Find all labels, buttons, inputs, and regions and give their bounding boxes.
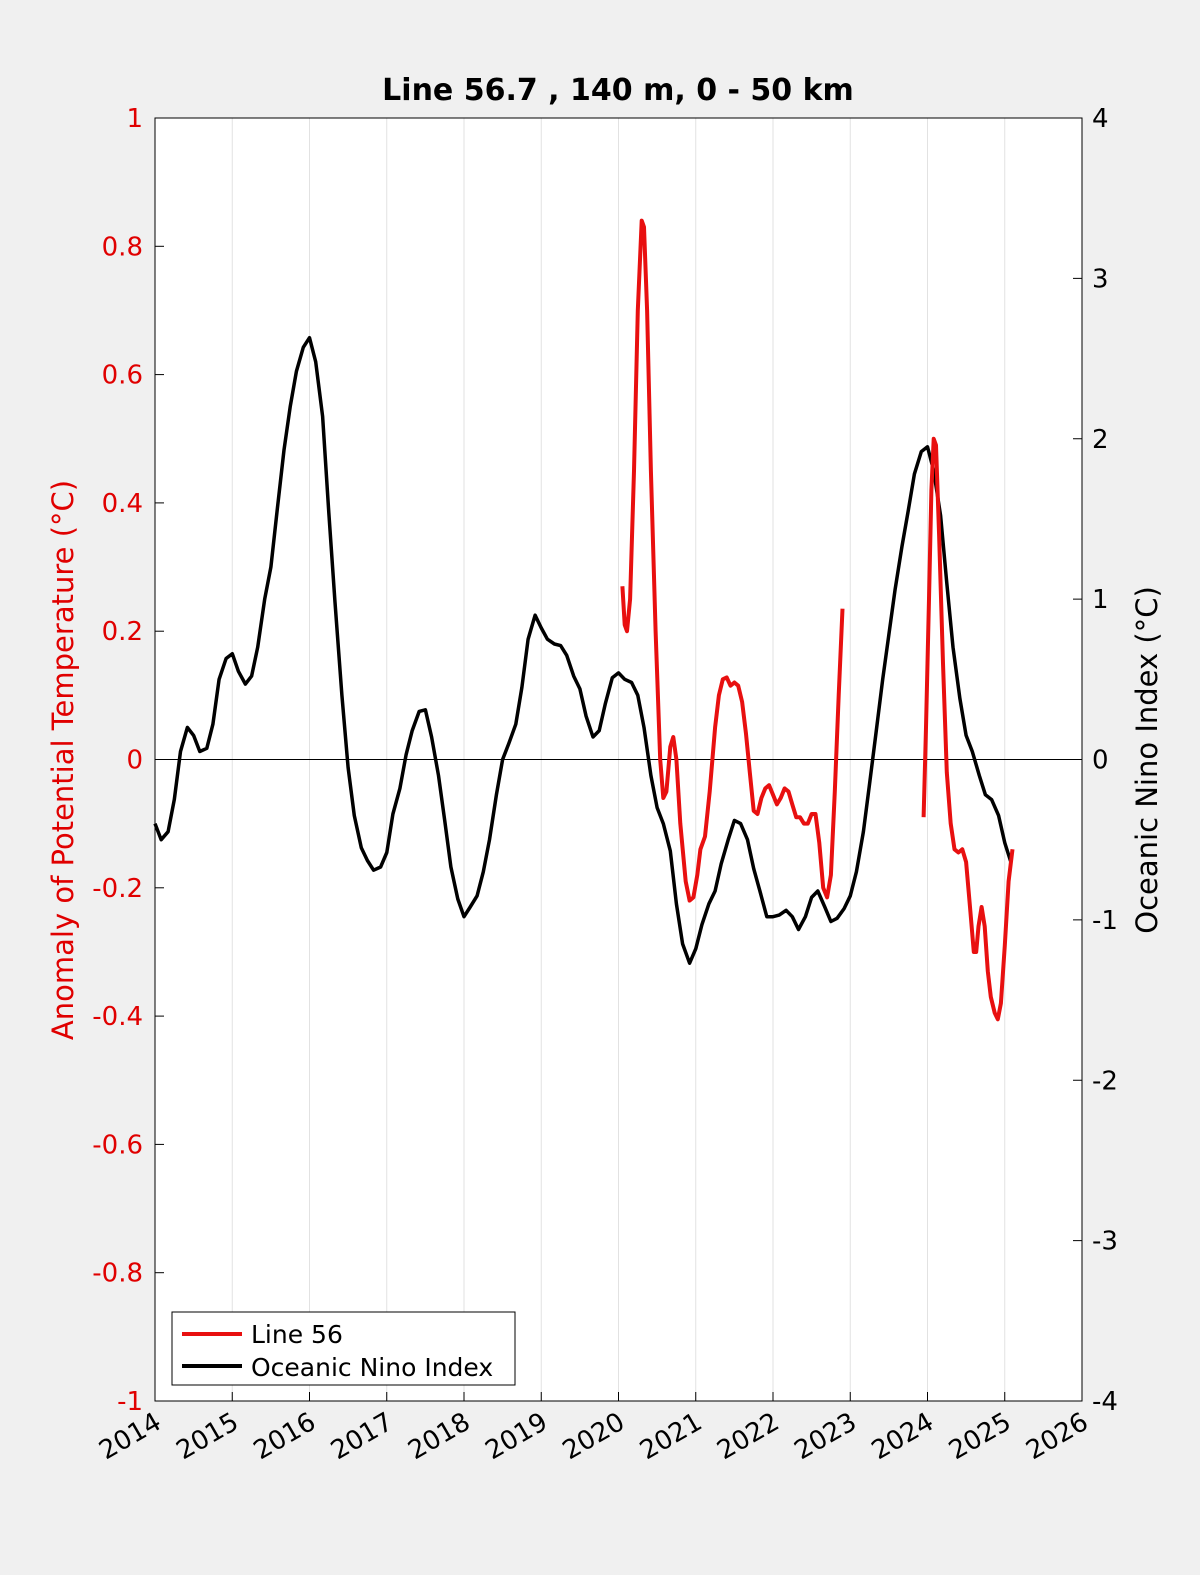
legend-box (171, 1311, 516, 1386)
left-axis-label: Anomaly of Potential Temperature (°C) (46, 480, 80, 1040)
right-tick-label: 2 (1092, 425, 1109, 455)
right-axis-label: Oceanic Nino Index (°C) (1130, 586, 1164, 934)
legend-oni-label: Oceanic Nino Index (251, 1353, 493, 1382)
left-tick-label: 0.2 (102, 617, 143, 647)
x-tick-label: 2018 (403, 1407, 475, 1466)
x-tick-label: 2024 (867, 1407, 939, 1466)
legend-line56-label: Line 56 (251, 1320, 343, 1349)
left-tick-label: 1 (126, 104, 143, 134)
right-tick-label: 4 (1092, 104, 1109, 134)
chart-title: Line 56.7 , 140 m, 0 - 50 km (382, 73, 854, 108)
series-oceanic-nino-index (153, 335, 1013, 965)
series-lines (153, 218, 1015, 1022)
right-y-axis: -4 -3 -2 -1 0 1 2 3 4 (1073, 104, 1118, 1417)
left-tick-label: -1 (117, 1387, 143, 1417)
x-tick-label: 2017 (326, 1407, 398, 1466)
right-tick-label: -3 (1092, 1227, 1118, 1257)
left-y-axis: -1 -0.8 -0.6 -0.4 -0.2 0 0.2 0.4 0.6 0.8 1 (92, 104, 164, 1417)
left-tick-label: -0.2 (92, 874, 143, 904)
left-tick-label: -0.4 (92, 1002, 143, 1032)
legend: Line 56 Oceanic Nino Index (171, 1311, 516, 1386)
right-tick-label: -4 (1092, 1387, 1118, 1417)
x-tick-label: 2016 (249, 1407, 321, 1466)
right-tick-label: -1 (1092, 906, 1118, 936)
x-tick-label: 2025 (944, 1407, 1016, 1466)
left-tick-label: 0.6 (102, 361, 143, 391)
x-tick-label: 2020 (558, 1407, 630, 1466)
x-tick-label: 2015 (171, 1407, 243, 1466)
left-tick-label: 0.8 (102, 232, 143, 262)
right-tick-label: 1 (1092, 585, 1109, 615)
left-tick-label: 0 (126, 746, 143, 776)
series-line-56-segment-1 (620, 218, 845, 903)
x-axis: 2014 2015 2016 2017 2018 2019 2020 2021 2022 2023… (94, 1392, 1094, 1466)
left-tick-label: -0.6 (92, 1130, 143, 1160)
x-tick-label: 2026 (1021, 1407, 1093, 1466)
x-tick-label: 2023 (789, 1407, 861, 1466)
series-line-56-segment-2 (921, 436, 1015, 1022)
right-tick-label: -2 (1092, 1066, 1118, 1096)
left-tick-label: 0.4 (102, 489, 143, 519)
x-tick-label: 2021 (635, 1407, 707, 1466)
left-tick-label: -0.8 (92, 1259, 143, 1289)
x-tick-label: 2019 (480, 1407, 552, 1466)
right-tick-label: 3 (1092, 264, 1109, 294)
x-tick-label: 2022 (712, 1407, 784, 1466)
right-tick-label: 0 (1092, 746, 1109, 776)
